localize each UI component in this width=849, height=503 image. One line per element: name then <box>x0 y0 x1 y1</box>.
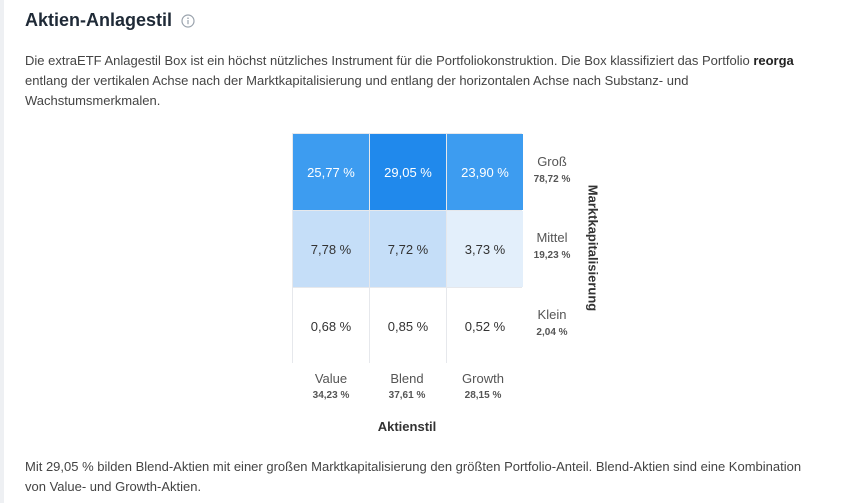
style-box-cell: 7,72 % <box>370 211 446 287</box>
y-axis-title: Marktkapitalisierung <box>585 184 601 312</box>
portfolio-name: reorga <box>753 53 794 68</box>
size-label-1: Mittel 19,23 % <box>523 230 581 261</box>
size-percentage: 2,04 % <box>536 327 568 338</box>
left-border <box>0 0 4 503</box>
section-title: Aktien-Anlagestil <box>25 10 173 30</box>
summary-text: Mit 29,05 % bilden Blend-Aktien mit eine… <box>25 459 802 494</box>
style-name: Value <box>314 371 348 386</box>
style-box-cell: 0,85 % <box>370 288 446 364</box>
style-box-cell: 0,68 % <box>293 288 369 364</box>
size-percentage: 78,72 % <box>533 174 571 185</box>
section-header: Aktien-Anlagestil <box>25 10 195 31</box>
description: Die extraETF Anlagestil Box ist ein höch… <box>25 51 820 111</box>
style-name: Growth <box>462 371 504 386</box>
style-box-cell: 3,73 % <box>447 211 523 287</box>
style-box-cell: 25,77 % <box>293 134 369 210</box>
style-percentage: 34,23 % <box>312 390 350 401</box>
style-box-cell: 23,90 % <box>447 134 523 210</box>
size-name: Mittel <box>536 230 568 245</box>
style-percentage: 28,15 % <box>464 390 502 401</box>
size-name: Klein <box>537 307 567 322</box>
style-name: Blend <box>390 371 424 386</box>
style-box-cell: 7,78 % <box>293 211 369 287</box>
style-label-0: Value 34,23 % <box>293 371 369 401</box>
style-box-cell: 0,52 % <box>447 288 523 364</box>
info-circle-icon[interactable] <box>181 13 195 28</box>
size-label-2: Klein 2,04 % <box>523 307 581 338</box>
description-text-end: entlang der vertikalen Achse nach der Ma… <box>25 73 689 108</box>
style-percentage: 37,61 % <box>388 390 426 401</box>
style-label-1: Blend 37,61 % <box>369 371 445 401</box>
style-box-cell: 29,05 % <box>370 134 446 210</box>
description-text-start: Die extraETF Anlagestil Box ist ein höch… <box>25 53 754 68</box>
style-box-grid: 25,77 % 29,05 % 23,90 % 7,78 % 7,72 % 3,73 % 0… <box>292 133 523 364</box>
size-name: Groß <box>537 154 567 169</box>
x-axis-title: Aktienstil <box>377 419 437 434</box>
style-label-2: Growth 28,15 % <box>445 371 521 401</box>
size-percentage: 19,23 % <box>533 250 571 261</box>
size-label-0: Groß 78,72 % <box>523 154 581 185</box>
